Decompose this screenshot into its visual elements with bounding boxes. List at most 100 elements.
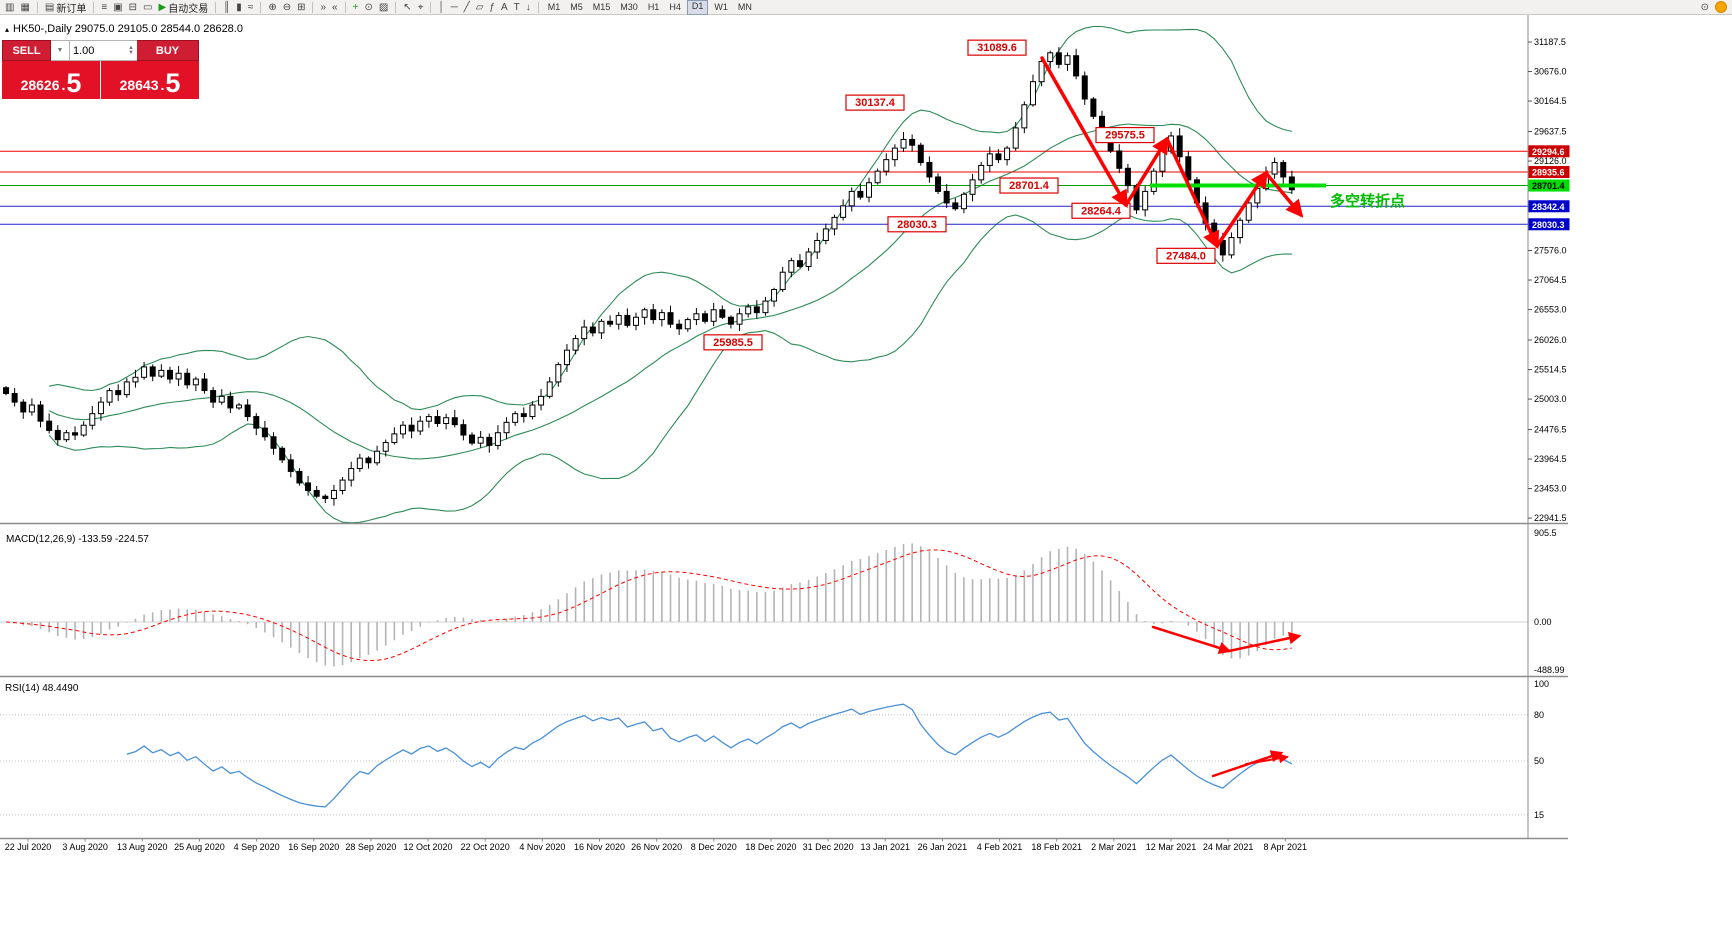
callout-text: 27484.0 [1166, 250, 1206, 262]
timeframe-w1-button[interactable]: W1 [714, 1, 728, 12]
line-chart-button[interactable]: ≈ [246, 1, 256, 14]
toolbar-separator [344, 1, 346, 13]
candlesticks [3, 47, 1295, 506]
timeframe-m1-button[interactable]: M1 [547, 1, 561, 12]
equidistant-channel-button[interactable]: ▱ [474, 1, 486, 14]
new-order-button[interactable]: ▤ 新订单 [43, 1, 88, 15]
candlestick-chart-icon: ▮ [236, 1, 242, 13]
volume-spinner[interactable]: ▲ ▼ [128, 44, 134, 56]
price-tick-label: 29637.5 [1534, 126, 1567, 136]
buy-price-fraction: 5 [165, 68, 181, 99]
chart-collapse-icon[interactable]: ▴ [5, 24, 10, 34]
price-badge [1528, 179, 1570, 192]
trade-widget-controls: SELL ▼ 1.00 ▲ ▼ BUY [2, 40, 199, 61]
navigator-button[interactable]: ⊟ [127, 1, 139, 14]
symbol-ohlc-text: HK50-,Daily 29075.0 29105.0 28544.0 2862… [13, 23, 243, 35]
date-tick-label: 26 Nov 2020 [631, 842, 682, 852]
clock-button[interactable]: ⊙ [1699, 1, 1711, 14]
timeframe-m15-button[interactable]: M15 [592, 1, 611, 12]
sell-button[interactable]: SELL [2, 40, 51, 61]
tile-windows-icon: ⊞ [297, 1, 306, 13]
arrows-button[interactable]: ↓ [524, 1, 533, 14]
price-callouts[interactable]: 31089.6 30137.4 29575.5 28701.4 28264.4 28030… [703, 39, 1216, 351]
spinner-up-icon[interactable]: ▲ [128, 44, 134, 51]
buy-price-dot: . [160, 77, 165, 93]
date-tick-label: 22 Jul 2020 [5, 842, 52, 852]
cursor-button[interactable]: ↖ [401, 1, 413, 14]
date-axis[interactable]: 22 Jul 2020 3 Aug 2020 13 Aug 2020 25 Aug 2… [5, 838, 1307, 853]
text-button[interactable]: A [499, 1, 510, 14]
timeframe-m5-button[interactable]: M5 [570, 1, 583, 12]
price-badge [1528, 200, 1570, 213]
autotrading-button[interactable]: ▶ 自动交易 [157, 1, 211, 15]
price-tick-label: 29126.0 [1534, 156, 1567, 166]
timeframe-h1-button[interactable]: H1 [647, 1, 660, 12]
toolbar-separator [93, 1, 95, 13]
price-chart[interactable]: 31089.6 30137.4 29575.5 28701.4 28264.4 28030… [0, 15, 1732, 941]
market-watch-button[interactable]: ≡ [99, 1, 109, 14]
red-arrow [1227, 631, 1302, 653]
volume-input[interactable]: 1.00 ▲ ▼ [70, 40, 137, 61]
price-tick-label: 27576.0 [1534, 246, 1567, 256]
buy-price[interactable]: 28643. 5 [101, 61, 199, 99]
rsi-panel[interactable]: RSI(14) 48.4490 [0, 683, 1528, 816]
tile-windows-button[interactable]: ⊞ [295, 1, 307, 14]
trend-line-button[interactable]: ╱ [462, 1, 472, 14]
vertical-line-button[interactable]: │ [436, 1, 446, 14]
date-tick-label: 13 Aug 2020 [117, 842, 168, 852]
zoom-out-button[interactable]: ⊖ [281, 1, 293, 14]
timeframe-h4-button[interactable]: H4 [669, 1, 681, 12]
notification-button[interactable] [1713, 1, 1729, 14]
callout-text: 28264.4 [1081, 205, 1122, 217]
data-window-button[interactable]: ▣ [111, 1, 124, 14]
fibonacci-button[interactable]: ƒ [487, 1, 497, 14]
buy-button[interactable]: BUY [137, 40, 199, 61]
price-axis[interactable]: 31187.5 30676.0 30164.5 29637.5 29126.0 27576… [1528, 37, 1570, 820]
callout-text: 28701.4 [1009, 180, 1050, 192]
date-tick-label: 31 Dec 2020 [803, 842, 854, 852]
auto-scroll-button[interactable]: » [318, 1, 328, 14]
date-tick-label: 3 Aug 2020 [62, 842, 108, 852]
toolbar-separator [430, 1, 432, 13]
terminal-button[interactable]: ▭ [141, 1, 154, 14]
timeframe-d1-button[interactable]: D1 [686, 0, 709, 15]
auto-scroll-icon: » [320, 1, 327, 13]
cursor-icon: ↖ [403, 1, 412, 13]
red-arrow [1245, 753, 1289, 765]
red-arrow [1215, 170, 1268, 248]
spinner-down-icon[interactable]: ▼ [128, 49, 134, 56]
red-arrow [1151, 625, 1232, 654]
timeframe-m30-button[interactable]: M30 [620, 1, 638, 12]
new-order-label: 新订单 [56, 3, 87, 15]
notification-icon [1715, 1, 1727, 13]
sell-price-main: 28626 [20, 77, 60, 93]
date-tick-label: 18 Dec 2020 [745, 842, 796, 852]
text-label-button[interactable]: T [512, 1, 522, 14]
chart-profiles-button[interactable]: ▦ [18, 1, 31, 14]
timeframe-mn-button[interactable]: MN [737, 1, 752, 12]
chart-shift-button[interactable]: « [330, 1, 340, 14]
trend-arrows [1040, 56, 1304, 778]
crosshair-button[interactable]: ⌖ [416, 1, 426, 14]
red-arrow [1040, 56, 1128, 209]
indicators-button[interactable]: + [351, 1, 361, 14]
price-badge [1528, 166, 1570, 179]
templates-button[interactable]: ▨ [377, 1, 390, 14]
trend-line-icon: ╱ [463, 1, 470, 13]
periods-icon: ⊙ [364, 1, 373, 13]
volume-dropdown[interactable]: ▼ [51, 40, 70, 61]
sell-price[interactable]: 28626. 5 [2, 61, 101, 99]
zoom-in-button[interactable]: ⊕ [266, 1, 278, 14]
callout-box [967, 39, 1027, 56]
date-tick-label: 4 Feb 2021 [977, 842, 1023, 852]
date-tick-label: 8 Dec 2020 [691, 842, 737, 852]
horizontal-line-button[interactable]: ─ [449, 1, 460, 14]
callout-box [703, 334, 763, 351]
macd-panel[interactable]: MACD(12,26,9) -133.59 -224.57 [0, 534, 1528, 667]
macd-label: MACD(12,26,9) -133.59 -224.57 [6, 534, 149, 545]
bar-chart-icon: ║ [223, 1, 231, 13]
candlestick-chart-button[interactable]: ▮ [234, 1, 244, 14]
bar-chart-button[interactable]: ║ [221, 1, 232, 14]
new-chart-button[interactable]: ▥ [3, 1, 16, 14]
periods-button[interactable]: ⊙ [362, 1, 374, 14]
